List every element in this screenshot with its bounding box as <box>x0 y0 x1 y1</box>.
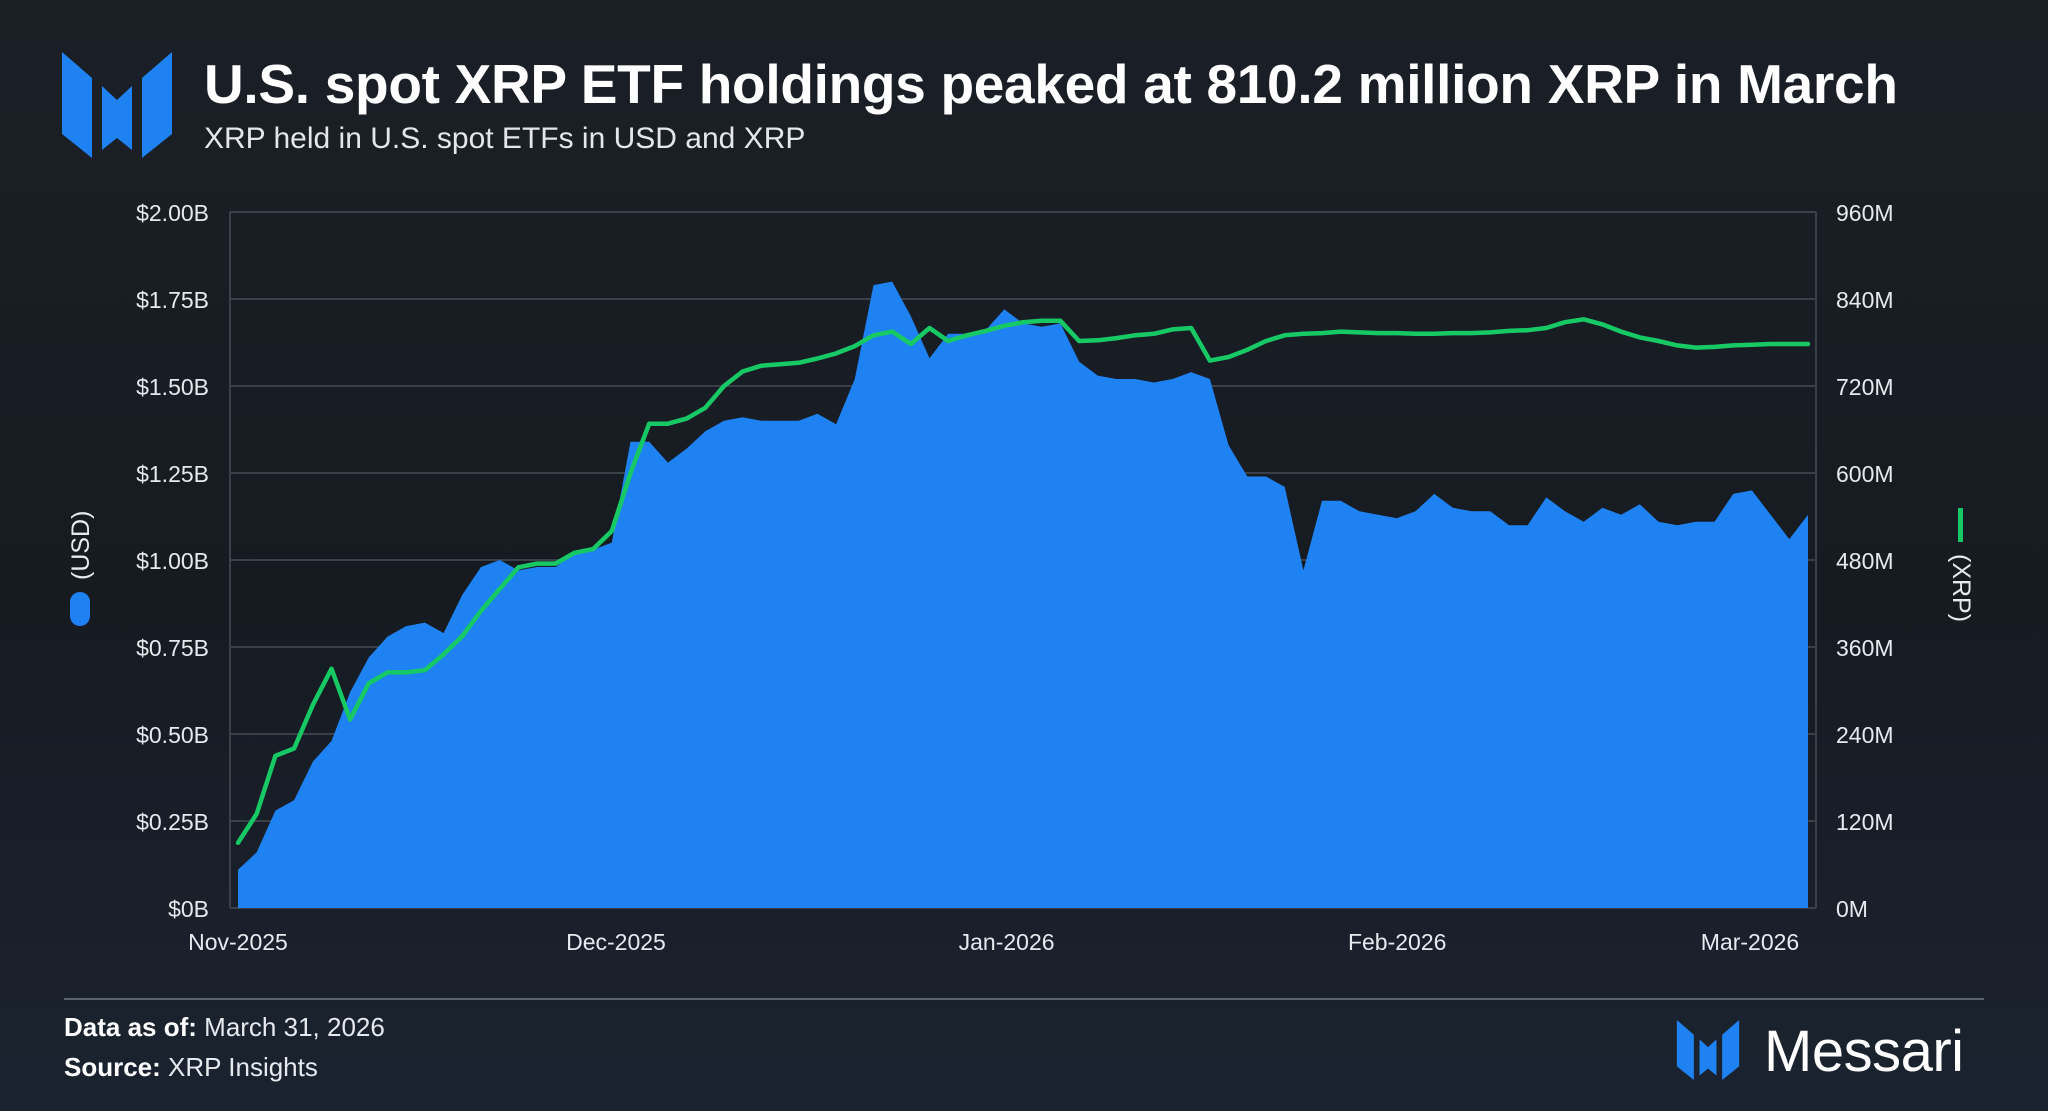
left-tick-label: $1.00B <box>136 548 209 574</box>
left-tick-label: $1.75B <box>136 287 209 313</box>
xrp-legend-swatch <box>1958 508 1963 542</box>
left-tick-label: $1.25B <box>136 461 209 487</box>
right-tick-label: 240M <box>1836 722 1894 748</box>
right-tick-label: 960M <box>1836 200 1894 226</box>
xrp-line-series <box>235 317 1811 846</box>
left-tick-label: $1.50B <box>136 374 209 400</box>
left-tick-label: $0.75B <box>136 635 209 661</box>
left-axis-label: (USD) <box>67 511 95 580</box>
footer-divider <box>64 998 1984 1000</box>
right-tick-label: 0M <box>1836 896 1868 922</box>
right-tick-label: 360M <box>1836 635 1894 661</box>
messari-logo-icon <box>62 52 172 158</box>
right-tick-label: 840M <box>1836 287 1894 313</box>
right-tick-label: 120M <box>1836 809 1894 835</box>
brand-name: Messari <box>1764 1019 1964 1084</box>
left-tick-label: $0.50B <box>136 722 209 748</box>
xrp-line <box>235 317 1811 846</box>
x-tick-label: Dec-2025 <box>566 929 666 955</box>
left-axis-legend: (USD) <box>67 511 95 626</box>
messari-logo-icon <box>1676 1020 1740 1080</box>
chart-subtitle: XRP held in U.S. spot ETFs in USD and XR… <box>204 122 806 155</box>
x-tick-label: Nov-2025 <box>188 929 288 955</box>
usd-area-series <box>238 281 1808 909</box>
right-axis-legend: (XRP) <box>1947 508 1975 622</box>
data-as-of: Data as of: March 31, 2026 <box>64 1012 385 1043</box>
usd-legend-swatch <box>70 592 90 626</box>
chart-area: $0B $0.25B $0.50B $0.75B $1.00B $1.25B $1.50B $… <box>136 200 1894 955</box>
right-axis-label: (XRP) <box>1947 554 1975 622</box>
data-as-of-value: March 31, 2026 <box>204 1012 385 1042</box>
left-tick-label: $0.25B <box>136 809 209 835</box>
right-tick-label: 720M <box>1836 374 1894 400</box>
right-tick-label: 480M <box>1836 548 1894 574</box>
source-value: XRP Insights <box>168 1052 318 1082</box>
brand-footer: Messari <box>1676 1018 1986 1084</box>
left-tick-label: $2.00B <box>136 200 209 226</box>
left-tick-label: $0B <box>168 896 209 922</box>
usd-area <box>238 281 1808 909</box>
right-tick-label: 600M <box>1836 461 1894 487</box>
x-tick-label: Feb-2026 <box>1348 929 1446 955</box>
source-label: Source: <box>64 1052 161 1082</box>
x-tick-label: Jan-2026 <box>959 929 1055 955</box>
chart-title: U.S. spot XRP ETF holdings peaked at 810… <box>204 53 1898 115</box>
data-as-of-label: Data as of: <box>64 1012 197 1042</box>
left-axis-ticks: $0B $0.25B $0.50B $0.75B $1.00B $1.25B $1.50B $… <box>136 200 209 922</box>
x-tick-label: Mar-2026 <box>1701 929 1799 955</box>
source-line: Source: XRP Insights <box>64 1052 318 1083</box>
x-axis-ticks: Nov-2025 Dec-2025 Jan-2026 Feb-2026 Mar-2026 <box>188 929 1799 955</box>
right-axis-ticks: 0M 120M 240M 360M 480M 600M 720M 840M 960M <box>1836 200 1894 922</box>
